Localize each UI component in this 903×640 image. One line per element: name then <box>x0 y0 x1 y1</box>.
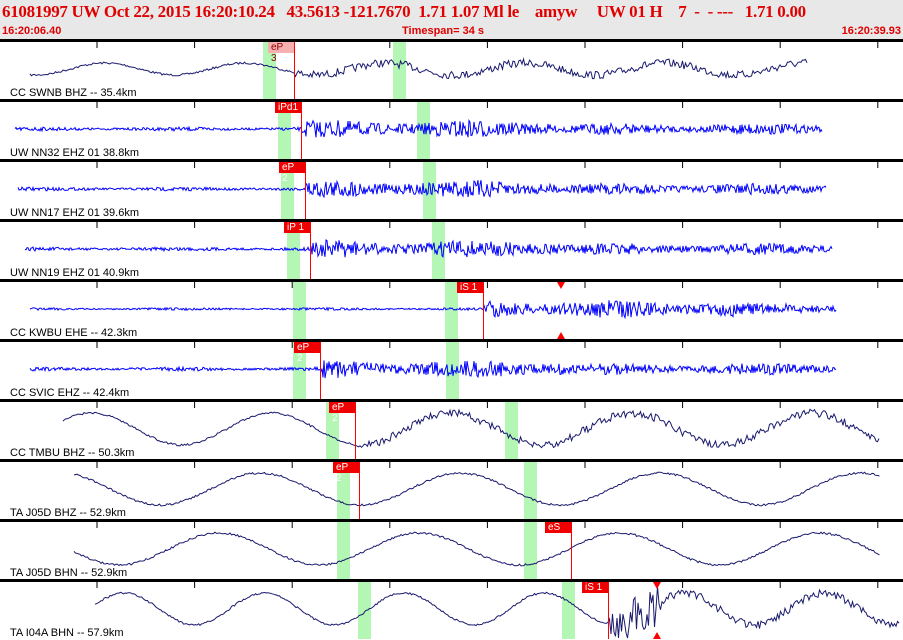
station-label: UW NN32 EHZ 01 38.8km <box>10 147 139 159</box>
time-window-band <box>293 342 306 399</box>
waveform <box>73 522 880 567</box>
time-window-band <box>326 402 339 459</box>
phase-pick-line[interactable] <box>359 462 360 519</box>
time-window-band <box>358 582 371 639</box>
trace-panel[interactable]: eP 3 CC SWNB BHZ -- 35.4km <box>0 39 903 99</box>
event-summary: 61081997 UW Oct 22, 2015 16:20:10.24 43.… <box>2 2 806 21</box>
time-window-band <box>505 402 518 459</box>
time-window-band <box>287 222 300 279</box>
station-label: CC KWBU EHE -- 42.3km <box>10 327 138 339</box>
phase-pick-flag[interactable]: eP 2 <box>333 462 359 484</box>
station-label: CC TMBU BHZ -- 50.3km <box>10 447 135 459</box>
trace-panel[interactable]: eP 2 CC SVIC EHZ -- 42.4km <box>0 339 903 399</box>
phase-pick-flag[interactable]: iP 1 <box>284 222 310 233</box>
station-label: UW NN17 EHZ 01 39.6km <box>10 207 139 219</box>
trace-panel[interactable]: eP 2 UW NN17 EHZ 01 39.6km <box>0 159 903 219</box>
station-label: CC SWNB BHZ -- 35.4km <box>10 87 137 99</box>
phase-pick-flag[interactable]: iS 1 <box>457 282 483 293</box>
marker-triangle-icon <box>653 632 661 639</box>
station-label: UW NN19 EHZ 01 40.9km <box>10 267 139 279</box>
time-window-band <box>278 102 291 159</box>
phase-pick-line[interactable] <box>294 42 295 99</box>
phase-pick-flag[interactable]: eP 2 <box>329 402 355 424</box>
phase-pick-line[interactable] <box>305 162 306 219</box>
trace-panel[interactable]: eP 2 TA J05D BHZ -- 52.9km <box>0 459 903 519</box>
station-label: TA J05D BHN -- 52.9km <box>10 567 128 579</box>
phase-pick-line[interactable] <box>571 522 572 579</box>
trace-panel[interactable]: iP 1 UW NN19 EHZ 01 40.9km <box>0 219 903 279</box>
phase-pick-flag[interactable]: eP 3 <box>268 42 294 64</box>
waveform <box>94 582 900 639</box>
phase-pick-flag[interactable]: iPd1 <box>275 102 301 113</box>
time-window-band <box>423 162 436 219</box>
waveform <box>73 462 880 507</box>
phase-pick-flag[interactable]: eP 2 <box>294 342 320 364</box>
marker-triangle-icon <box>557 332 565 339</box>
phase-pick-flag[interactable]: eP 2 <box>279 162 305 184</box>
trace-panel[interactable]: iPd1 UW NN32 EHZ 01 38.8km <box>0 99 903 159</box>
phase-pick-line[interactable] <box>483 282 484 339</box>
phase-pick-line[interactable] <box>355 402 356 459</box>
waveform <box>29 42 879 80</box>
time-window-band <box>562 582 575 639</box>
marker-triangle-icon <box>557 282 565 289</box>
station-label: CC SVIC EHZ -- 42.4km <box>10 387 130 399</box>
marker-triangle-icon <box>653 582 661 589</box>
time-window-band <box>393 42 406 99</box>
start-time: 16:20:06.40 <box>2 25 62 37</box>
phase-pick-flag[interactable]: iS 1 <box>582 582 608 593</box>
header-bar: 61081997 UW Oct 22, 2015 16:20:10.24 43.… <box>0 0 903 39</box>
time-window-band <box>293 282 306 339</box>
station-label: TA J05D BHZ -- 52.9km <box>10 507 126 519</box>
time-window-band <box>263 42 276 99</box>
time-window-band <box>445 282 458 339</box>
phase-pick-line[interactable] <box>608 582 609 639</box>
timespan: Timespan= 34 s <box>402 25 485 37</box>
end-time: 16:20:39.93 <box>841 25 901 37</box>
phase-pick-line[interactable] <box>301 102 302 159</box>
phase-pick-line[interactable] <box>320 342 321 399</box>
waveform <box>29 342 879 379</box>
trace-panel[interactable]: eP 2 CC TMBU BHZ -- 50.3km <box>0 399 903 459</box>
time-window-band <box>432 222 445 279</box>
trace-panel[interactable]: eS 2 TA J05D BHN -- 52.9km <box>0 519 903 579</box>
time-window-band <box>337 522 350 579</box>
time-window-band <box>281 162 294 219</box>
trace-panel[interactable]: iS 1 TA I04A BHN -- 57.9km <box>0 579 903 639</box>
time-window-band <box>524 462 537 519</box>
waveform <box>62 402 880 449</box>
station-label: TA I04A BHN -- 57.9km <box>10 627 124 639</box>
waveform-panels[interactable]: eP 3 CC SWNB BHZ -- 35.4km iPd1 UW NN32 EHZ… <box>0 39 903 640</box>
phase-pick-flag[interactable]: eS 2 <box>545 522 571 544</box>
phase-pick-line[interactable] <box>310 222 311 279</box>
waveform <box>29 282 879 320</box>
trace-panel[interactable]: iS 1 CC KWBU EHE -- 42.3km <box>0 279 903 339</box>
